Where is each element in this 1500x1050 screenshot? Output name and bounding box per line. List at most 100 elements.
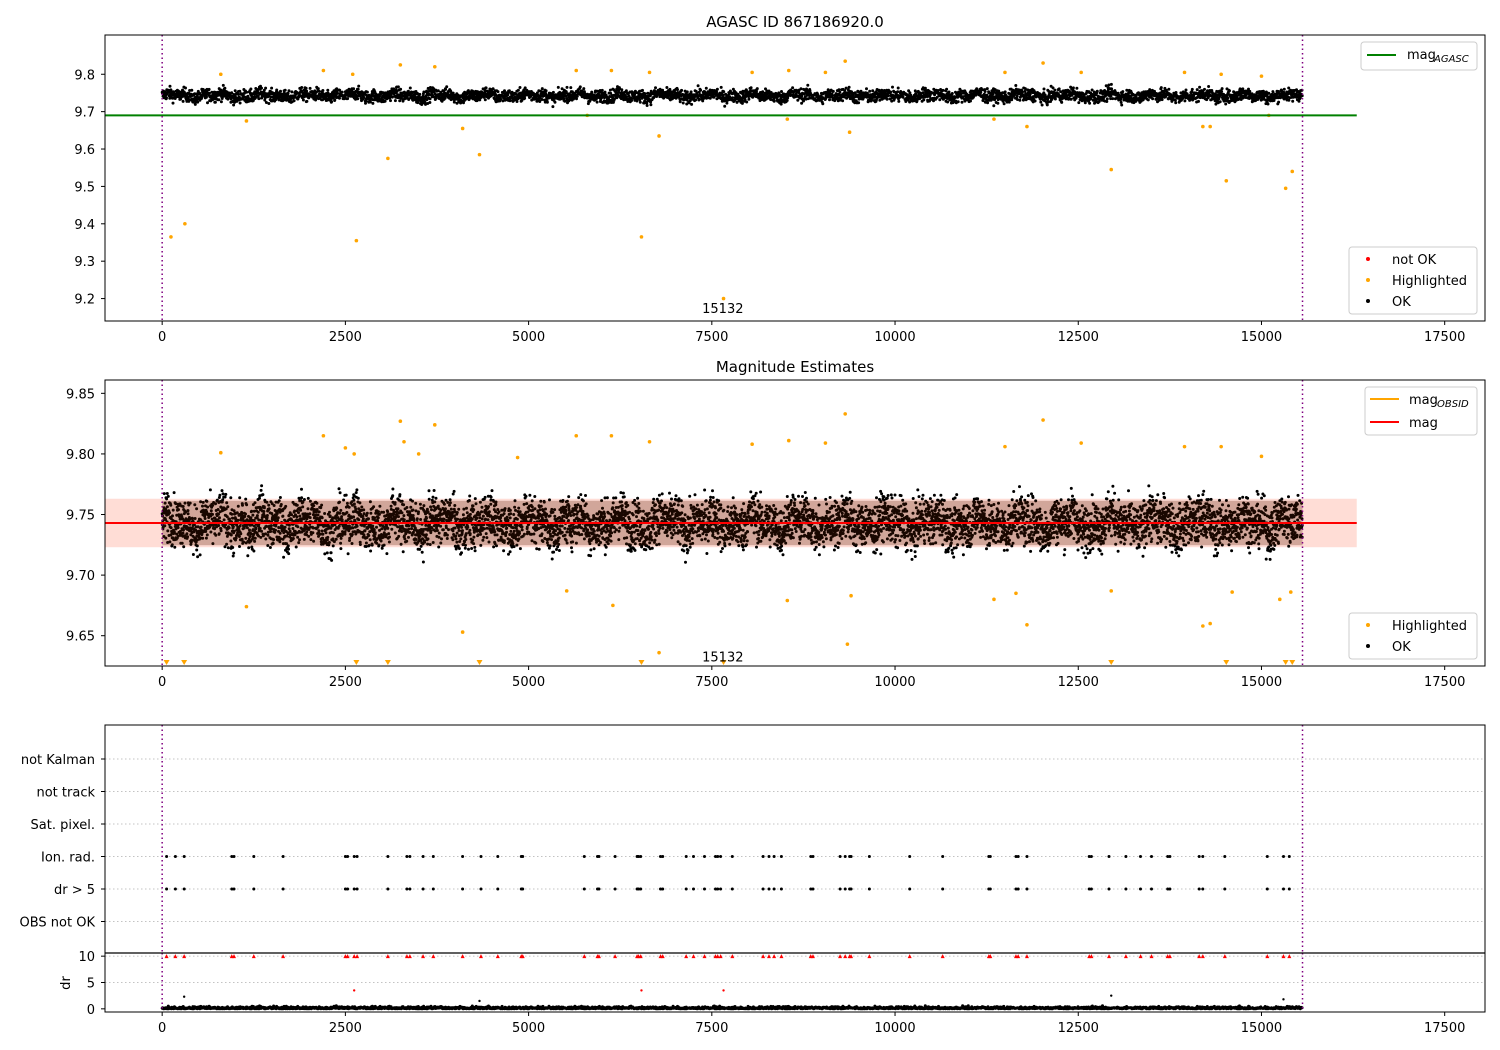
y-tick-label: 5: [87, 977, 95, 992]
dr-clipped-marker: [1089, 954, 1094, 959]
legend-label: mag: [1407, 48, 1436, 63]
dr-clipped-marker: [849, 954, 854, 959]
highlighted-point: [750, 442, 754, 447]
dr-clipped-marker: [684, 954, 689, 959]
highlighted-point: [786, 438, 791, 443]
y-tick-label: 9.5: [74, 180, 95, 195]
legend-label: mag: [1409, 416, 1438, 431]
x-tick-label: 10000: [874, 1021, 915, 1036]
dr-clipped-marker: [613, 954, 618, 959]
dr-clipped-marker: [231, 954, 236, 959]
x-tick-label: 5000: [512, 1021, 545, 1036]
highlighted-point: [574, 68, 579, 73]
clipped-point-marker: [1282, 660, 1289, 665]
highlighted-point: [352, 452, 356, 456]
agasc-magnitude-panel: AGASC ID 867186920.0 15132 9.2 9.3 9.4 9.5 9.6…: [74, 13, 1486, 345]
dr-clipped-marker: [1200, 954, 1205, 959]
x-tick-label: 17500: [1424, 330, 1465, 345]
clipped-point-marker: [181, 660, 188, 665]
highlighted-point: [1259, 454, 1264, 459]
dr-clipped-marker: [867, 954, 872, 959]
clipped-point-marker: [720, 660, 727, 665]
dr-clipped-marker: [940, 954, 945, 959]
clipped-point-marker: [476, 660, 483, 665]
highlighted-point: [321, 433, 326, 438]
highlighted-point: [1288, 590, 1293, 594]
dr-clipped-marker: [281, 954, 286, 959]
highlighted-point: [1224, 179, 1229, 183]
dr-clipped-marker: [596, 954, 601, 959]
dr-clipped-marker: [702, 954, 707, 959]
ok-points: [160, 82, 1304, 109]
legend-marker: [1366, 623, 1370, 627]
chart-title: AGASC ID 867186920.0: [706, 13, 884, 31]
x-tick-label: 5000: [512, 675, 545, 690]
legend-marker: [1366, 299, 1370, 303]
highlighted-point: [1079, 70, 1083, 75]
y-tick-label: 9.85: [66, 387, 95, 402]
dr-clipped-marker: [638, 954, 643, 959]
dr-clipped-marker: [779, 954, 784, 959]
x-tick-label: 10000: [874, 675, 915, 690]
highlighted-point: [847, 130, 852, 135]
line-legend: [1360, 41, 1478, 71]
highlighted-point: [1003, 70, 1007, 75]
dr-clipped-marker: [988, 954, 993, 959]
dr-clipped-marker: [1167, 954, 1172, 959]
highlighted-point: [1003, 444, 1007, 449]
x-tick-label: 0: [158, 1021, 166, 1036]
dr-clipped-marker: [1016, 954, 1021, 959]
highlighted-point: [1109, 167, 1114, 172]
dr-outlier-point: [1282, 998, 1285, 1001]
dr-clipped-marker: [385, 954, 390, 959]
obsid-annotation: 15132: [702, 302, 743, 317]
highlighted-point: [1259, 74, 1264, 78]
x-tick-label: 2500: [329, 675, 362, 690]
y-tick-label: 9.8: [74, 68, 95, 83]
highlighted-point: [657, 650, 661, 655]
dr-clipped-marker: [345, 954, 350, 959]
legend-label: OK: [1392, 640, 1411, 655]
highlighted-point: [786, 68, 791, 73]
x-tick-label: 12500: [1058, 675, 1099, 690]
highlighted-point: [992, 597, 996, 602]
y-tick-label: 9.7: [74, 106, 95, 121]
x-tick-label: 5000: [512, 330, 545, 345]
y-tick-label: 9.6: [74, 143, 95, 158]
flag-label: Ion. rad.: [41, 851, 95, 866]
dr-clipped-marker: [495, 954, 500, 959]
dr-outlier-point: [640, 989, 643, 992]
plot-frame: [104, 379, 1486, 667]
point-legend: [1348, 612, 1478, 660]
flag-label: not Kalman: [21, 753, 95, 768]
y-tick-label: 10: [78, 950, 95, 965]
highlighted-point: [460, 630, 465, 634]
dr-clipped-marker: [1281, 954, 1286, 959]
highlighted-point: [609, 68, 614, 73]
x-tick-label: 7500: [695, 1021, 728, 1036]
highlighted-point: [1208, 621, 1212, 626]
y-tick-label: 9.80: [66, 448, 95, 463]
chart-title: Magnitude Estimates: [716, 358, 874, 376]
point-legend: [1348, 246, 1478, 315]
highlighted-point: [354, 238, 359, 243]
y-tick-label: 9.4: [74, 218, 95, 233]
x-tick-label: 15000: [1241, 675, 1282, 690]
highlighted-point: [183, 221, 187, 226]
highlighted-point: [843, 412, 848, 416]
x-tick-label: 10000: [874, 330, 915, 345]
x-tick-label: 17500: [1424, 1021, 1465, 1036]
dr-clipped-marker: [843, 954, 848, 959]
highlighted-point: [477, 152, 482, 157]
flag-label: dr > 5: [54, 883, 95, 898]
legend-subscript: AGASC: [1433, 54, 1469, 65]
dr-clipped-marker: [431, 954, 436, 959]
dr-outlier-point: [182, 995, 186, 998]
dr-clipped-marker: [810, 954, 815, 959]
highlighted-point: [169, 235, 173, 239]
dr-clipped-marker: [1024, 954, 1029, 959]
y-tick-label: 9.70: [66, 569, 95, 584]
legend-label: Highlighted: [1392, 274, 1467, 289]
highlighted-point: [460, 126, 465, 131]
dr-clipped-marker: [772, 954, 777, 959]
